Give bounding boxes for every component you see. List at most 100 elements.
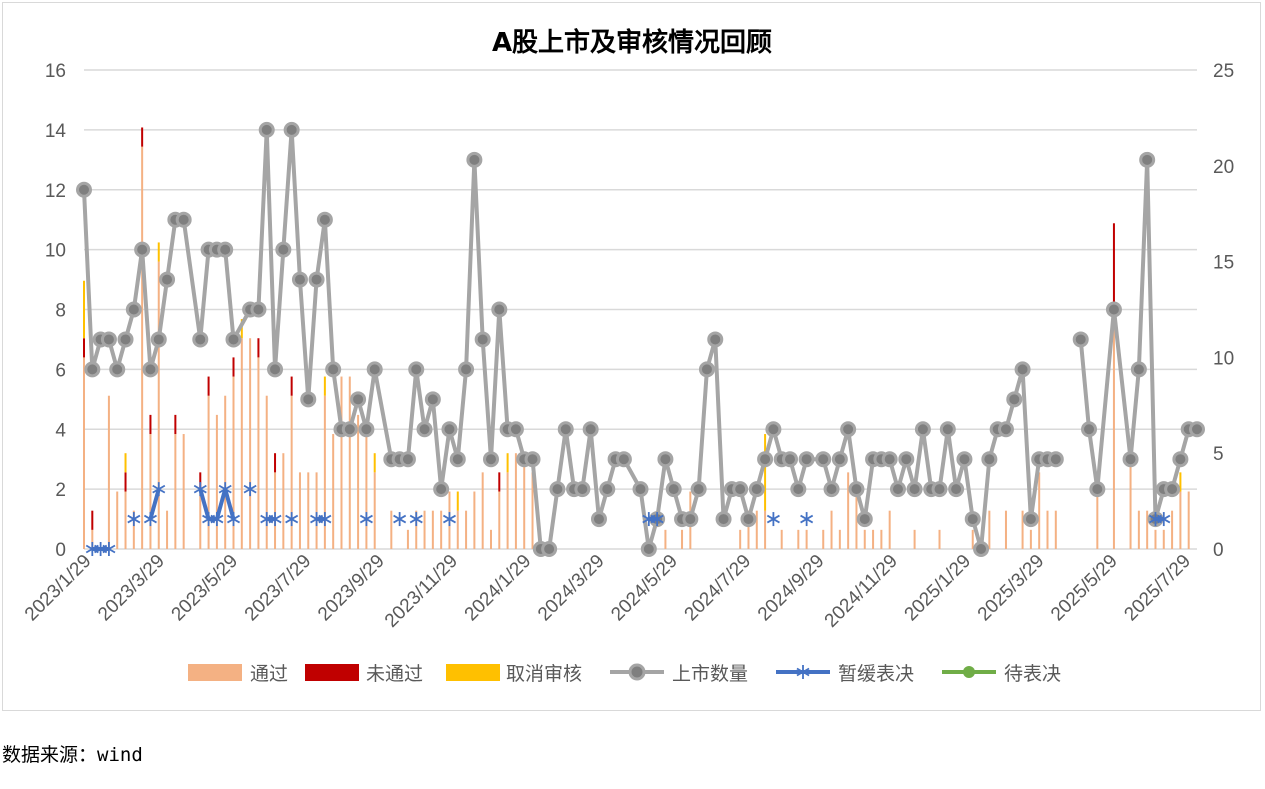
bar-pass bbox=[423, 510, 426, 549]
postpone-point bbox=[800, 512, 814, 527]
bar-pass bbox=[489, 529, 492, 549]
listing-point bbox=[291, 271, 308, 288]
legend-asterisk-icon bbox=[796, 665, 810, 679]
bar-pass bbox=[240, 338, 243, 549]
listing-point bbox=[840, 421, 857, 438]
listing-point bbox=[1139, 151, 1156, 168]
listing-point bbox=[748, 481, 765, 498]
bar-pass bbox=[1046, 510, 1049, 549]
bar-pass bbox=[681, 529, 684, 549]
bar-pass bbox=[523, 453, 526, 549]
listing-point bbox=[906, 481, 923, 498]
listing-point bbox=[574, 481, 591, 498]
listing-point bbox=[1189, 421, 1206, 438]
postpone-line bbox=[148, 488, 161, 520]
listing-point bbox=[831, 451, 848, 468]
bar-pass bbox=[1129, 453, 1132, 549]
listing-point bbox=[316, 211, 333, 228]
listing-point bbox=[1006, 391, 1023, 408]
legend-label-pending: 待表决 bbox=[1004, 663, 1061, 685]
listing-point bbox=[997, 421, 1014, 438]
bar-pass bbox=[1054, 510, 1057, 549]
x-tick-label: 2024/9/29 bbox=[754, 551, 829, 626]
bar-pass bbox=[340, 376, 343, 549]
bar-pass bbox=[1137, 510, 1140, 549]
listing-point bbox=[599, 481, 616, 498]
listing-point bbox=[939, 421, 956, 438]
listing-point bbox=[134, 241, 151, 258]
listing-point bbox=[424, 391, 441, 408]
bar-pass bbox=[265, 395, 268, 549]
legend-swatch-pass bbox=[188, 664, 242, 681]
bar-pass bbox=[473, 491, 476, 549]
bar-pass bbox=[780, 529, 783, 549]
postpone-point bbox=[152, 482, 166, 497]
bar-pass bbox=[315, 472, 318, 549]
bar-pass bbox=[872, 529, 875, 549]
bar-pass bbox=[1154, 529, 1157, 549]
listing-point bbox=[117, 331, 134, 348]
listing-point bbox=[931, 481, 948, 498]
listing-point bbox=[757, 451, 774, 468]
listing-point bbox=[267, 361, 284, 378]
bar-pass bbox=[348, 376, 351, 549]
bar-pass bbox=[755, 510, 758, 549]
right-tick-label: 5 bbox=[1213, 444, 1224, 465]
listing-point bbox=[482, 451, 499, 468]
bar-fail bbox=[207, 376, 210, 396]
bar-fail bbox=[124, 472, 127, 492]
bar-pass bbox=[174, 434, 177, 549]
x-tick-label: 2024/7/29 bbox=[681, 551, 756, 626]
bar-pass bbox=[531, 472, 534, 549]
bar-pass bbox=[440, 510, 443, 549]
listing-point bbox=[964, 511, 981, 528]
postpone-point bbox=[102, 542, 116, 556]
listing-point bbox=[399, 451, 416, 468]
listing-point bbox=[366, 361, 383, 378]
bar-pass bbox=[913, 529, 916, 549]
bar-fail bbox=[83, 338, 85, 358]
bar-pass bbox=[838, 529, 841, 549]
listing-point bbox=[84, 361, 101, 378]
listing-point bbox=[441, 421, 458, 438]
bar-cancel bbox=[124, 453, 127, 473]
bar-pass bbox=[207, 395, 210, 549]
listing-point bbox=[765, 421, 782, 438]
listing-point bbox=[590, 511, 607, 528]
x-tick-label: 2023/5/29 bbox=[168, 551, 243, 626]
bar-pass bbox=[91, 529, 94, 549]
listing-point bbox=[341, 421, 358, 438]
listing-point bbox=[76, 181, 92, 198]
bar-fail bbox=[257, 338, 260, 358]
listing-point bbox=[283, 121, 300, 138]
bar-pass bbox=[747, 510, 750, 549]
bar-pass bbox=[1021, 510, 1024, 549]
listing-point bbox=[449, 451, 466, 468]
bar-pass bbox=[83, 357, 85, 549]
postpone-point bbox=[285, 512, 299, 527]
listing-point bbox=[1072, 331, 1089, 348]
listing-point bbox=[981, 451, 998, 468]
bar-pass bbox=[1187, 491, 1190, 549]
listing-point bbox=[192, 331, 209, 348]
listing-point bbox=[109, 361, 126, 378]
postpone-line bbox=[214, 488, 228, 520]
bar-pass bbox=[215, 414, 218, 549]
postpone-point bbox=[442, 512, 456, 527]
postpone-point bbox=[143, 512, 157, 527]
listing-point bbox=[973, 541, 990, 557]
listing-point bbox=[956, 451, 973, 468]
bar-pass bbox=[274, 472, 277, 549]
listing-point bbox=[416, 421, 433, 438]
postpone-point bbox=[766, 512, 780, 527]
listing-point bbox=[640, 541, 657, 557]
legend-swatch-fail bbox=[305, 664, 359, 681]
left-tick-label: 12 bbox=[45, 181, 66, 202]
listing-point bbox=[881, 451, 898, 468]
bar-pass bbox=[1162, 529, 1165, 549]
listing-point bbox=[1089, 481, 1106, 498]
postpone-point bbox=[218, 482, 232, 497]
bar-pass bbox=[166, 510, 169, 549]
legend-label-cancel: 取消审核 bbox=[506, 663, 582, 685]
x-tick-label: 2023/3/29 bbox=[94, 551, 169, 626]
